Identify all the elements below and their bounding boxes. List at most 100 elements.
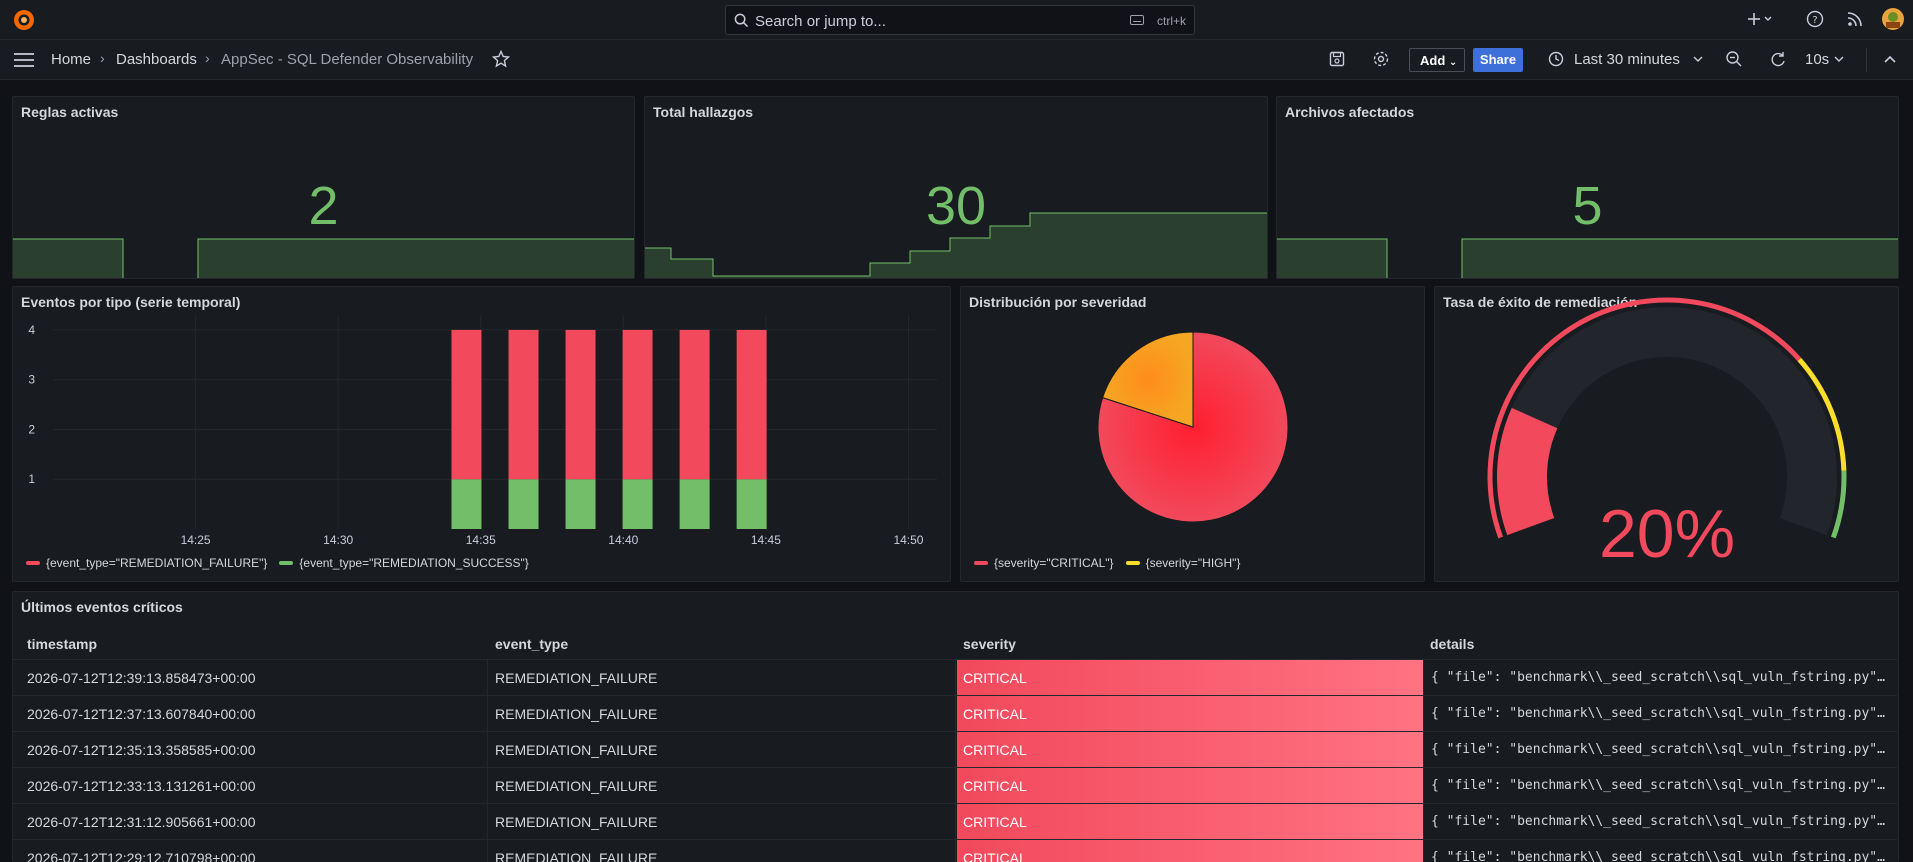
bar-failure (565, 329, 596, 480)
legend-item-high[interactable]: {severity="HIGH"} (1125, 556, 1240, 570)
table-row[interactable]: 2026-07-12T12:33:13.131261+00:00 REMEDIAT… (13, 767, 1897, 804)
grafana-logo-icon[interactable] (12, 8, 36, 32)
remediation-gauge-panel[interactable]: Tasa de éxito de remediación 20% (1434, 286, 1899, 582)
pie-slice-high[interactable] (1102, 331, 1194, 428)
chevron-down-icon[interactable] (1834, 55, 1844, 63)
stat-panel-affected-files[interactable]: Archivos afectados 5 (1276, 96, 1899, 279)
search-icon (734, 13, 749, 28)
bar-success (736, 479, 767, 529)
bar-failure (508, 329, 539, 480)
critical-events-table-panel[interactable]: Últimos eventos críticos timestamp event… (12, 591, 1899, 862)
plus-icon[interactable] (1747, 10, 1775, 30)
panel-title: Archivos afectados (1285, 104, 1415, 120)
column-separator (1423, 732, 1424, 768)
user-avatar[interactable] (1882, 8, 1904, 30)
bar-success (451, 479, 482, 529)
refresh-interval-picker[interactable]: 10s (1805, 51, 1830, 68)
pie-legend: {severity="CRITICAL"} {severity="HIGH"} (974, 556, 1240, 570)
table-row[interactable]: 2026-07-12T12:37:13.607840+00:00 REMEDIAT… (13, 695, 1897, 732)
table-row[interactable]: 2026-07-12T12:31:12.905661+00:00 REMEDIAT… (13, 803, 1897, 840)
column-separator (487, 732, 488, 768)
cell-severity: CRITICAL (957, 768, 1424, 804)
stat-value: 2 (308, 176, 339, 236)
column-separator (487, 840, 488, 862)
y-tick-label: 1 (28, 472, 35, 486)
table-row[interactable]: 2026-07-12T12:35:13.358585+00:00 REMEDIAT… (13, 731, 1897, 768)
bar-success (679, 479, 710, 529)
add-button[interactable]: Add ⌄ (1409, 48, 1465, 72)
panel-title: Distribución por severidad (969, 294, 1147, 310)
column-header-event-type[interactable]: event_type (495, 636, 569, 652)
events-bar-chart: 1 2 3 4 14:25 14:30 14:35 14:40 14:45 14:50 (28, 315, 937, 547)
bar-success (508, 479, 539, 529)
menu-icon[interactable] (14, 52, 34, 68)
x-tick-label: 14:25 (181, 533, 211, 547)
panel-title: Eventos por tipo (serie temporal) (21, 294, 241, 310)
y-tick-label: 4 (28, 323, 35, 337)
breadcrumb-home[interactable]: Home (51, 51, 92, 68)
gauge-threshold-red (1487, 297, 1802, 539)
sparkline (1277, 238, 1898, 278)
severity-pie-panel[interactable]: Distribución por severidad {severity="CR… (960, 286, 1425, 582)
column-separator (1423, 804, 1424, 840)
remediation-gauge: 20% (1487, 297, 1847, 572)
help-icon[interactable]: ? (1806, 10, 1824, 28)
stat-panel-total-findings[interactable]: Total hallazgos 30 (644, 96, 1268, 279)
sparkline (645, 212, 1267, 278)
column-separator (955, 696, 956, 732)
y-tick-label: 3 (28, 373, 35, 387)
events-timeseries-panel[interactable]: Eventos por tipo (serie temporal) 1 2 3 4 14… (12, 286, 951, 582)
cell-timestamp: 2026-07-12T12:39:13.858473+00:00 (27, 670, 256, 686)
cell-event-type: REMEDIATION_FAILURE (495, 814, 658, 830)
column-separator (1423, 696, 1424, 732)
cell-details: { "file": "benchmark\\_seed_scratch\\sql… (1431, 670, 1890, 685)
add-button-label: Add (1420, 53, 1446, 68)
time-range-picker[interactable]: Last 30 minutes (1574, 51, 1680, 68)
save-icon[interactable] (1329, 51, 1345, 67)
y-tick-label: 2 (28, 422, 35, 436)
cell-timestamp: 2026-07-12T12:31:12.905661+00:00 (27, 814, 256, 830)
table-row[interactable]: 2026-07-12T12:39:13.858473+00:00 REMEDIAT… (13, 659, 1897, 696)
breadcrumb-dashboards[interactable]: Dashboards (116, 51, 197, 68)
table-row[interactable]: 2026-07-12T12:29:12.710798+00:00 REMEDIAT… (13, 839, 1897, 862)
column-header-details[interactable]: details (1430, 636, 1475, 652)
chevron-up-icon[interactable] (1884, 54, 1896, 64)
breadcrumb-separator: › (100, 50, 105, 66)
cell-details: { "file": "benchmark\\_seed_scratch\\sql… (1431, 814, 1890, 829)
bar-success (622, 479, 653, 529)
legend-swatch (26, 561, 40, 565)
cell-severity: CRITICAL (957, 840, 1424, 862)
stat-panel-active-rules[interactable]: Reglas activas 2 (12, 96, 635, 279)
breadcrumb-current: AppSec - SQL Defender Observability (221, 51, 474, 68)
cell-details: { "file": "benchmark\\_seed_scratch\\sql… (1431, 742, 1890, 757)
star-icon[interactable] (492, 50, 510, 68)
legend-item-success[interactable]: {event_type="REMEDIATION_SUCCESS"} (279, 556, 529, 570)
zoom-out-icon[interactable] (1725, 50, 1743, 68)
panel-title: Tasa de éxito de remediación (1443, 294, 1638, 310)
legend-item-critical[interactable]: {severity="CRITICAL"} (974, 556, 1114, 570)
x-tick-label: 14:35 (466, 533, 496, 547)
column-separator (1423, 840, 1424, 862)
settings-gear-icon[interactable] (1372, 50, 1390, 68)
column-separator (1423, 660, 1424, 696)
cell-severity: CRITICAL (957, 732, 1424, 768)
severity-pie-chart (1097, 331, 1289, 523)
sparkline (13, 238, 634, 278)
rss-icon[interactable] (1846, 10, 1864, 28)
x-tick-label: 14:40 (608, 533, 638, 547)
stat-value: 30 (925, 176, 987, 236)
legend-swatch (974, 561, 988, 565)
refresh-icon[interactable] (1769, 50, 1787, 68)
column-header-timestamp[interactable]: timestamp (27, 636, 98, 652)
chevron-down-icon[interactable] (1693, 55, 1703, 63)
cell-timestamp: 2026-07-12T12:29:12.710798+00:00 (27, 850, 256, 862)
search-input[interactable]: Search or jump to... ctrl+k (725, 5, 1195, 35)
share-button[interactable]: Share (1473, 48, 1523, 72)
column-separator (487, 660, 488, 696)
column-separator (955, 840, 956, 862)
column-header-severity[interactable]: severity (963, 636, 1016, 652)
clock-icon (1548, 51, 1564, 67)
top-bar: Search or jump to... ctrl+k ? (0, 0, 1913, 40)
legend-item-failure[interactable]: {event_type="REMEDIATION_FAILURE"} (26, 556, 267, 570)
cell-severity: CRITICAL (957, 660, 1424, 696)
